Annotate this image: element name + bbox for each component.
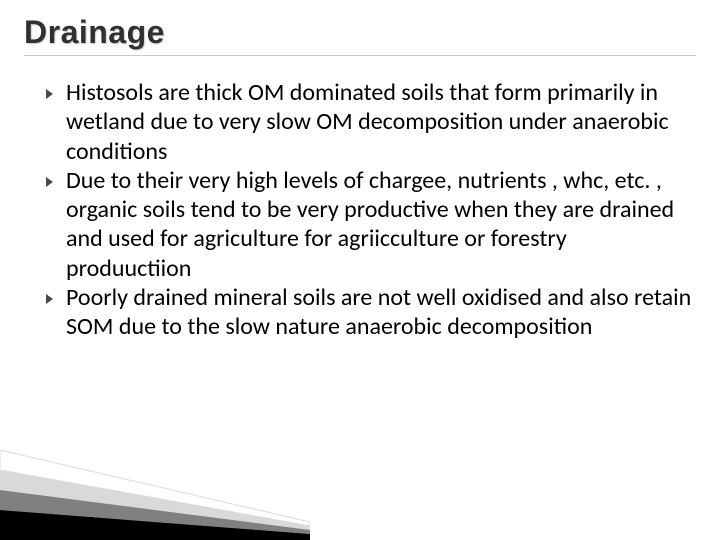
slide-container: Drainage Histosols are thick OM dominate…: [0, 0, 720, 540]
bullet-list: Histosols are thick OM dominated soils t…: [24, 78, 696, 341]
bullet-item: Due to their very high levels of chargee…: [46, 166, 696, 283]
wedge-stripe: [0, 510, 310, 540]
wedge-stripe: [0, 450, 310, 526]
bullet-item: Histosols are thick OM dominated soils t…: [46, 78, 696, 166]
bullet-item: Poorly drained mineral soils are not wel…: [46, 283, 696, 342]
wedge-stripe: [0, 470, 310, 530]
slide-title: Drainage: [24, 14, 696, 56]
decorative-wedge: [0, 450, 310, 540]
wedge-stripe: [0, 490, 310, 534]
